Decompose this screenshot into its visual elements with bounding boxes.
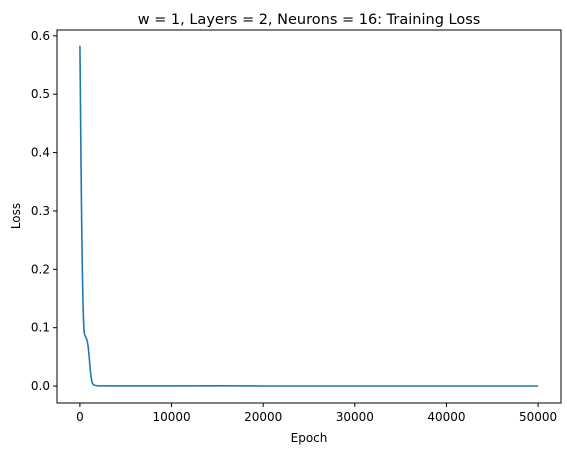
x-tick-label: 10000 bbox=[152, 410, 190, 424]
y-tick-label: 0.4 bbox=[31, 146, 50, 160]
plot-area bbox=[56, 29, 562, 404]
x-axis: 0 10000 20000 30000 40000 50000 bbox=[76, 403, 557, 424]
loss-series-line bbox=[79, 45, 539, 387]
y-tick-label: 0.6 bbox=[31, 29, 50, 43]
x-tick-label: 30000 bbox=[336, 410, 374, 424]
y-tick-label: 0.3 bbox=[31, 204, 50, 218]
y-tick-label: 0.5 bbox=[31, 87, 50, 101]
x-tick-label: 0 bbox=[76, 410, 84, 424]
y-tick-label: 0.2 bbox=[31, 262, 50, 276]
x-axis-label: Epoch bbox=[291, 431, 328, 445]
x-tick-label: 20000 bbox=[244, 410, 282, 424]
chart-title: w = 1, Layers = 2, Neurons = 16: Trainin… bbox=[138, 12, 481, 28]
y-axis: 0.0 0.1 0.2 0.3 0.4 0.5 0.6 bbox=[31, 29, 57, 393]
x-tick-label: 40000 bbox=[427, 410, 465, 424]
x-tick-label: 50000 bbox=[519, 410, 557, 424]
axes-frame bbox=[56, 29, 562, 404]
y-tick-label: 0.0 bbox=[31, 379, 50, 393]
y-axis-label: Loss bbox=[9, 203, 23, 229]
y-tick-label: 0.1 bbox=[31, 321, 50, 335]
